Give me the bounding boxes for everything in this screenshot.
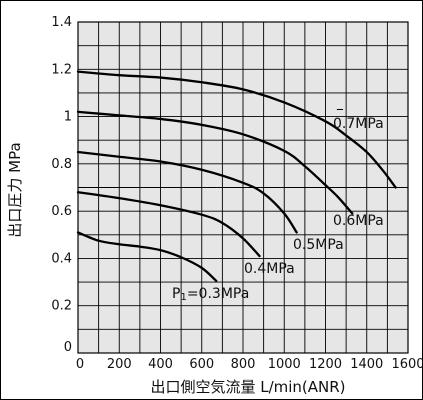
x-tick-label: 600 — [189, 357, 214, 372]
curve-label: 0.6MPa — [333, 213, 384, 229]
x-tick-labels: 0 200 400 600 800 1000 1200 1400 1600 — [76, 357, 423, 372]
y-tick-labels: 0 0.2 0.4 0.6 0.8 1 1.2 1.4 — [51, 15, 72, 355]
x-tick-label: 1200 — [309, 357, 342, 372]
y-tick-label: 0.2 — [51, 299, 72, 314]
curve-0-7mpa — [76, 70, 397, 189]
curves — [76, 70, 397, 283]
x-tick-label: 1000 — [268, 357, 301, 372]
curve-p1-0-3mpa — [76, 231, 218, 283]
x-tick-label: 1400 — [350, 357, 383, 372]
grid-lines — [78, 22, 408, 353]
x-tick-label: 200 — [107, 357, 132, 372]
curve-label: 0.5MPa — [293, 237, 344, 253]
curve-labels: 0.7MPa 0.6MPa 0.5MPa 0.4MPa P1=0.3MPa — [172, 108, 384, 303]
y-tick-label: 0.6 — [51, 204, 72, 219]
x-tick-label: 0 — [76, 357, 84, 372]
curve-0-4mpa — [76, 191, 261, 258]
y-tick-label: 0.8 — [51, 157, 72, 172]
x-tick-label: 800 — [231, 357, 256, 372]
curve-label: 0.7MPa — [333, 116, 384, 132]
x-tick-label: 400 — [148, 357, 173, 372]
curve-label: P1=0.3MPa — [172, 286, 249, 303]
y-tick-label: 1.4 — [51, 15, 72, 30]
curve-0-6mpa — [76, 110, 354, 215]
curve-label: 0.4MPa — [244, 261, 295, 277]
y-tick-label: 0 — [64, 340, 72, 355]
curve-0-5mpa — [76, 150, 298, 234]
plot-border — [77, 21, 409, 354]
x-axis-title: 出口側空気流量 L/min(ANR) — [150, 378, 345, 396]
y-axis-title: 出口圧力 MPa — [6, 142, 24, 237]
x-tick-label: 1600 — [391, 357, 423, 372]
y-tick-label: 0.4 — [51, 251, 72, 266]
y-tick-label: 1.2 — [51, 62, 72, 77]
y-tick-label: 1 — [64, 110, 72, 125]
